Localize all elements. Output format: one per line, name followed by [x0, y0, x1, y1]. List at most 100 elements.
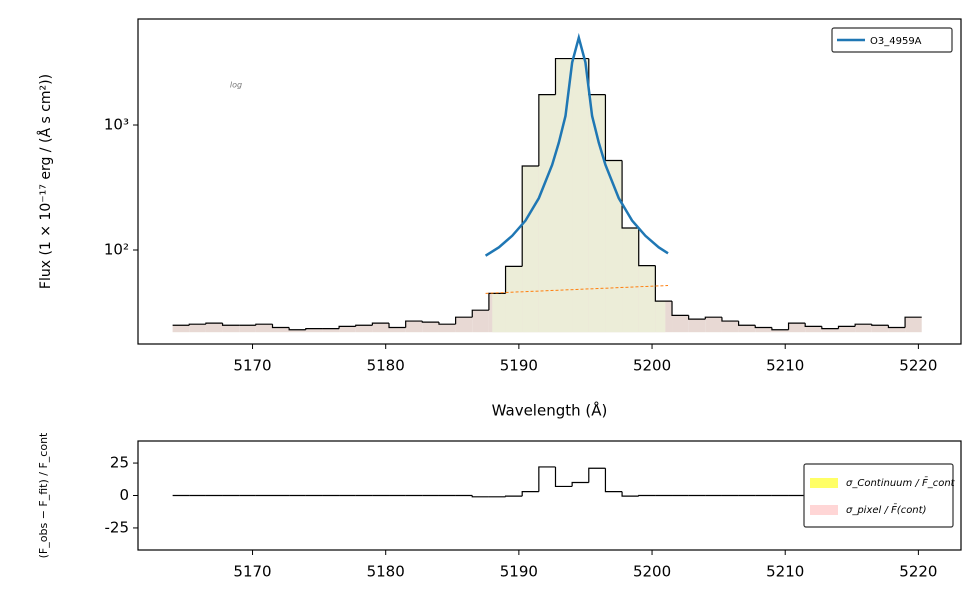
step	[371, 322, 390, 326]
line-fill	[638, 265, 656, 333]
y-tick-label: 25	[110, 454, 129, 472]
step	[538, 94, 556, 166]
legend-patch	[810, 478, 838, 488]
plot-area	[172, 466, 922, 498]
step	[588, 467, 606, 483]
x-tick-label: 5220	[899, 563, 937, 581]
continuum-fill	[838, 326, 856, 333]
x-tick-label: 5180	[367, 357, 405, 375]
y-axis-label: Flux (1 × 10⁻¹⁷ erg / (Å s cm²))	[37, 74, 54, 289]
continuum-fill	[438, 324, 456, 333]
step	[738, 321, 756, 326]
continuum-fill	[721, 321, 739, 333]
y-axis-label: (F_obs − F_fit) / F_cont	[37, 432, 50, 558]
x-tick-label: 5220	[899, 357, 937, 375]
step	[804, 323, 822, 327]
step	[571, 481, 589, 487]
step	[887, 325, 906, 329]
fit-line	[484, 32, 669, 257]
x-axis-label: Wavelength (Å)	[492, 401, 608, 420]
x-tick-label: 5190	[500, 357, 538, 375]
step	[438, 322, 456, 325]
continuum-fill	[305, 328, 323, 333]
step	[504, 495, 523, 497]
continuum-fill	[805, 326, 822, 333]
continuum-fill	[372, 323, 390, 333]
continuum-fill	[289, 329, 306, 333]
step	[554, 466, 573, 488]
step	[638, 494, 656, 497]
step	[205, 322, 223, 325]
axes-frame	[137, 18, 962, 345]
x-tick-label: 5210	[766, 357, 804, 375]
step	[288, 327, 306, 331]
step	[521, 165, 539, 267]
x-tick-label: 5180	[367, 563, 405, 581]
step	[255, 323, 273, 326]
step	[221, 323, 240, 326]
step	[621, 160, 639, 229]
continuum-fill	[422, 322, 439, 333]
continuum-fill	[871, 325, 889, 333]
continuum-fill	[405, 321, 423, 333]
step	[704, 316, 722, 320]
step	[638, 227, 656, 267]
continuum-fill	[821, 328, 839, 333]
continuum-fill	[455, 317, 473, 333]
step	[455, 316, 473, 325]
continuum-fill	[389, 327, 406, 333]
y-tick-label: 10²	[104, 241, 129, 259]
step	[188, 323, 206, 326]
step	[671, 301, 689, 316]
step	[355, 324, 373, 327]
legend-label: σ_pixel / F̄(cont)	[846, 503, 926, 516]
legend-box	[803, 463, 954, 528]
step	[787, 322, 806, 330]
continuum-fill	[322, 328, 340, 333]
line-fill	[492, 293, 506, 333]
x-tick-label: 5200	[633, 563, 671, 581]
continuum-fill	[255, 324, 273, 333]
line-fill	[505, 266, 523, 333]
step	[421, 321, 439, 323]
step	[771, 327, 789, 331]
continuum-line	[485, 285, 669, 294]
step	[305, 328, 323, 330]
step	[521, 491, 539, 497]
continuum-fill	[688, 319, 706, 333]
annotation: log	[230, 81, 242, 90]
legend-box	[831, 27, 953, 53]
step	[621, 491, 639, 497]
continuum-fill	[189, 324, 206, 333]
step	[271, 324, 290, 329]
step	[904, 316, 922, 328]
x-tick-label: 5210	[766, 563, 804, 581]
y-tick-label: 0	[119, 486, 129, 504]
continuum-fill	[239, 325, 256, 333]
step	[721, 317, 739, 322]
line-fill	[538, 94, 556, 333]
step	[837, 325, 856, 329]
step	[504, 265, 523, 294]
line-fill	[522, 165, 539, 333]
step	[871, 324, 889, 326]
continuum-fill	[355, 325, 373, 333]
continuum-fill	[222, 325, 240, 333]
step	[821, 326, 839, 330]
continuum-fill	[672, 315, 689, 333]
continuum-fill	[205, 323, 223, 333]
continuum-fill	[855, 324, 872, 333]
step	[854, 323, 872, 327]
continuum-fill	[788, 323, 806, 333]
x-tick-label: 5190	[500, 563, 538, 581]
step	[471, 495, 489, 498]
line-fill	[655, 301, 666, 333]
continuum-fill	[172, 325, 190, 333]
step	[405, 320, 423, 328]
line-fill	[605, 160, 623, 333]
y-tick-label: -25	[105, 518, 130, 536]
continuum-fill	[272, 327, 290, 333]
line-fill	[572, 58, 589, 333]
plot-area	[172, 32, 922, 333]
